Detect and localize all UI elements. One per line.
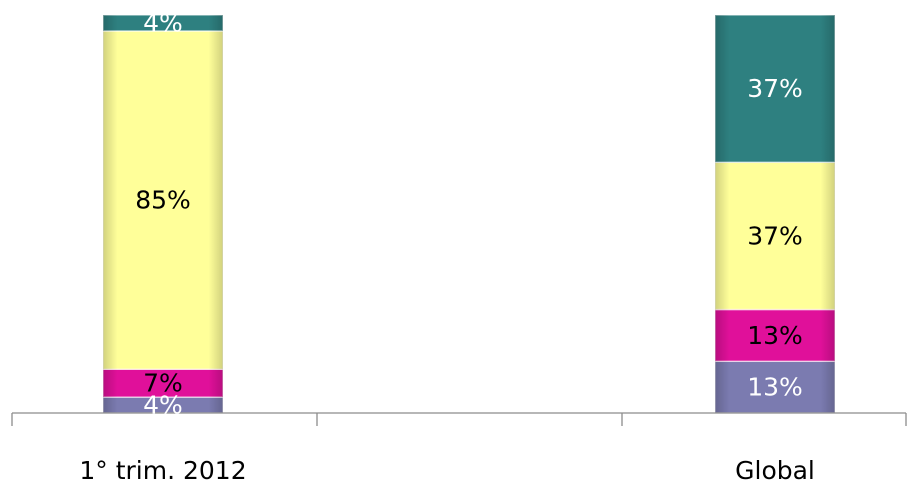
data-label: 37% xyxy=(747,221,803,250)
data-label: 13% xyxy=(747,321,803,350)
bar-segment-shading xyxy=(103,397,223,413)
data-label: 37% xyxy=(747,74,803,103)
bar-segment-shading xyxy=(715,309,835,362)
category-labels: 1° trim. 2012 Global xyxy=(79,456,815,482)
data-label: 13% xyxy=(747,373,803,402)
data-label: 4% xyxy=(143,8,183,37)
bar-segments xyxy=(102,14,836,414)
data-label: 4% xyxy=(143,391,183,420)
category-label: Global xyxy=(735,456,815,482)
category-label: 1° trim. 2012 xyxy=(79,456,246,482)
bar-segment-shading xyxy=(715,361,835,413)
data-label: 7% xyxy=(143,369,183,398)
data-labels: 4%7%85%4%13%13%37%37% xyxy=(135,8,803,419)
bar-segment-shading xyxy=(715,162,835,310)
bar-segment-shading xyxy=(103,369,223,398)
bar-segment-shading xyxy=(715,15,835,163)
bar-segment-shading xyxy=(103,15,223,31)
bar-segment-shading xyxy=(103,30,223,370)
x-axis xyxy=(11,412,907,426)
data-label: 85% xyxy=(135,186,191,215)
